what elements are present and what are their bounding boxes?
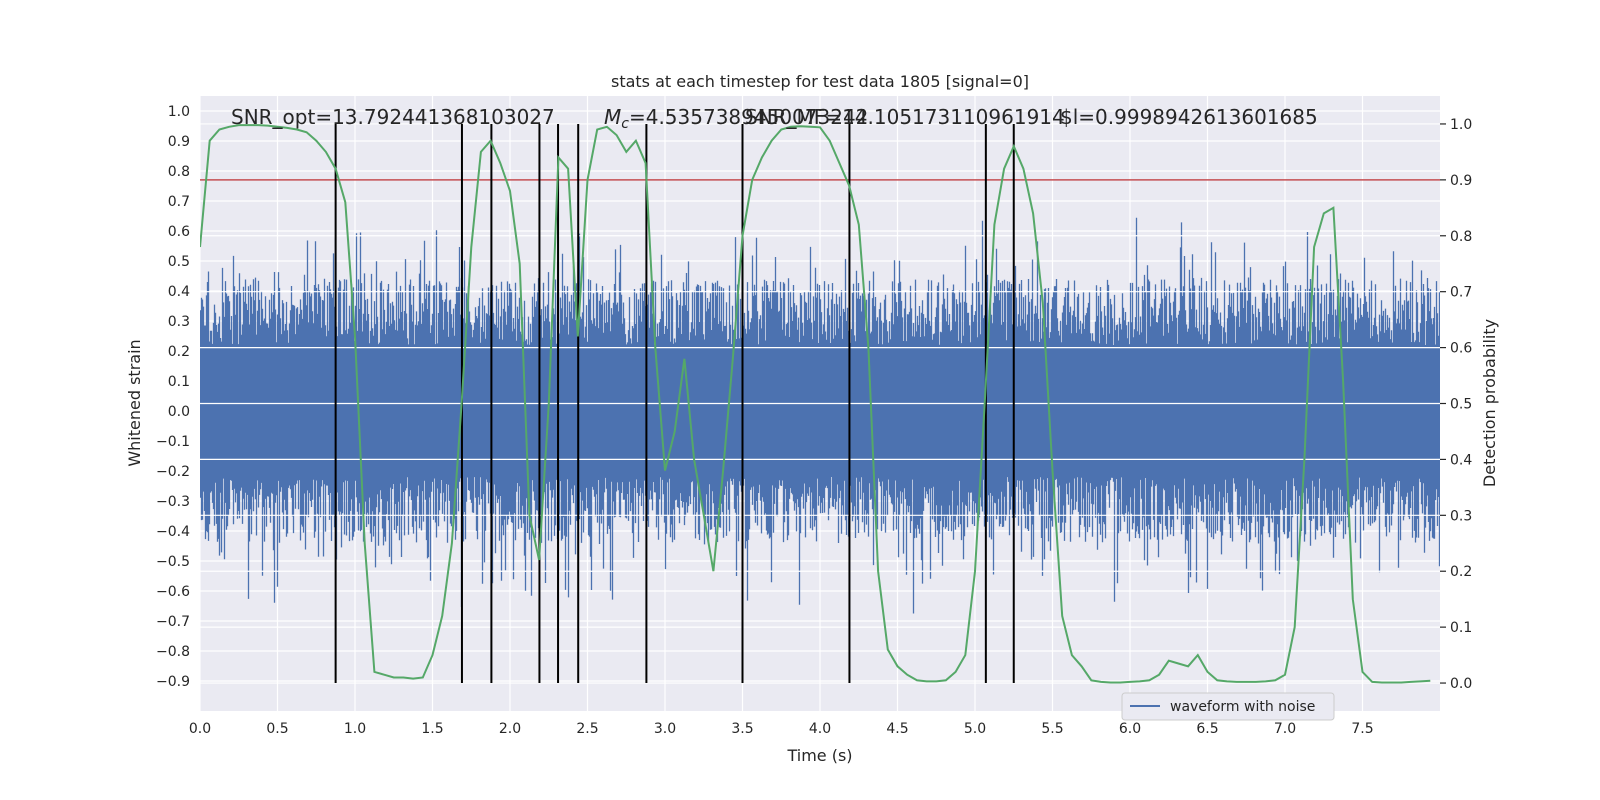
left-tick-label: 0.5 bbox=[168, 254, 190, 270]
x-tick-label: 6.5 bbox=[1196, 721, 1218, 737]
x-axis-ticks: 0.0 0.5 1.0 1.5 2.0 2.5 3.0 3.5 4.0 4.5 5.0 5.5 6.0 6… bbox=[189, 721, 1374, 737]
x-tick-label: 5.0 bbox=[964, 721, 986, 737]
right-tick-label: 0.7 bbox=[1450, 285, 1472, 301]
annotation-snr-mf: SNR_MF=14.105173110961914 bbox=[745, 105, 1065, 129]
right-axis-grid bbox=[200, 123, 1440, 684]
left-tick-label: −0.5 bbox=[156, 554, 190, 570]
annotation-likelihood: $l=0.9998942613601685 bbox=[1060, 105, 1318, 129]
x-tick-label: 2.0 bbox=[499, 721, 521, 737]
x-tick-label: 0.0 bbox=[189, 721, 211, 737]
right-tick-label: 1.0 bbox=[1450, 117, 1472, 133]
left-tick-label: −0.3 bbox=[156, 494, 190, 510]
left-tick-label: −0.6 bbox=[156, 584, 190, 600]
left-tick-label: 0.4 bbox=[168, 284, 190, 300]
annotation-snr-opt: SNR_opt=13.792441368103027 bbox=[231, 105, 555, 129]
x-tick-label: 0.5 bbox=[266, 721, 288, 737]
right-tick-label: 0.5 bbox=[1450, 397, 1472, 413]
x-tick-label: 5.5 bbox=[1041, 721, 1063, 737]
right-tick-label: 0.1 bbox=[1450, 620, 1472, 636]
left-tick-label: −0.7 bbox=[156, 614, 190, 630]
right-axis-label: Detection probability bbox=[1480, 319, 1499, 487]
chart-title: stats at each timestep for test data 180… bbox=[611, 72, 1029, 91]
annotations: SNR_opt=13.792441368103027 Mc=4.53573894… bbox=[231, 105, 1318, 132]
left-tick-label: 1.0 bbox=[168, 104, 190, 120]
legend-box bbox=[1121, 692, 1335, 721]
x-tick-label: 4.0 bbox=[809, 721, 831, 737]
x-tick-label: 7.0 bbox=[1274, 721, 1296, 737]
left-tick-label: 0.2 bbox=[168, 344, 190, 360]
x-tick-label: 1.5 bbox=[421, 721, 443, 737]
x-axis-label: Time (s) bbox=[786, 746, 852, 765]
detection-probability-series bbox=[200, 124, 1431, 684]
left-tick-label: 0.7 bbox=[168, 194, 190, 210]
right-tick-label: 0.3 bbox=[1450, 508, 1472, 524]
x-tick-label: 3.5 bbox=[731, 721, 753, 737]
left-axis-ticks: −0.9 −0.8 −0.7 −0.6 −0.5 −0.4 −0.3 −0.2 −0.1 0.0 0… bbox=[156, 104, 190, 690]
annotation-chirp-mass: Mc=4.5357389450073242 bbox=[604, 105, 868, 132]
right-axis-ticks: 0.0 0.1 0.2 0.3 0.4 0.5 0.6 0.7 0.8 0.9 1.0 bbox=[1440, 117, 1472, 692]
annotation-chirp-mass-symbol: M bbox=[604, 105, 621, 129]
annotation-chirp-mass-subscript: c bbox=[621, 116, 629, 132]
right-tick-label: 0.9 bbox=[1450, 173, 1472, 189]
right-tick-label: 0.6 bbox=[1450, 341, 1472, 357]
left-tick-label: 0.8 bbox=[168, 164, 190, 180]
right-tick-label: 0.4 bbox=[1450, 452, 1472, 468]
left-axis-label: Whitened strain bbox=[125, 339, 144, 466]
left-tick-label: −0.4 bbox=[156, 524, 190, 540]
x-tick-label: 7.5 bbox=[1351, 721, 1373, 737]
event-lines bbox=[334, 123, 1015, 684]
right-tick-label: 0.8 bbox=[1450, 229, 1472, 245]
left-tick-label: 0.9 bbox=[168, 134, 190, 150]
left-tick-label: 0.1 bbox=[168, 374, 190, 390]
legend-label: waveform with noise bbox=[1170, 699, 1315, 715]
left-tick-label: −0.1 bbox=[156, 434, 190, 450]
left-tick-label: 0.6 bbox=[168, 224, 190, 240]
left-tick-label: 0.0 bbox=[168, 404, 190, 420]
left-tick-label: −0.9 bbox=[156, 674, 190, 690]
right-tick-label: 0.0 bbox=[1450, 676, 1472, 692]
annotation-chirp-mass-value: =4.5357389450073242 bbox=[629, 105, 868, 129]
x-tick-label: 3.0 bbox=[654, 721, 676, 737]
probability-line bbox=[200, 124, 1431, 684]
left-tick-label: −0.2 bbox=[156, 464, 190, 480]
left-tick-label: −0.8 bbox=[156, 644, 190, 660]
x-tick-label: 1.0 bbox=[344, 721, 366, 737]
x-tick-label: 6.0 bbox=[1119, 721, 1141, 737]
x-tick-label: 2.5 bbox=[576, 721, 598, 737]
legend: waveform with noise bbox=[1121, 692, 1335, 721]
left-tick-label: 0.3 bbox=[168, 314, 190, 330]
right-tick-label: 0.2 bbox=[1450, 564, 1472, 580]
x-tick-label: 4.5 bbox=[886, 721, 908, 737]
